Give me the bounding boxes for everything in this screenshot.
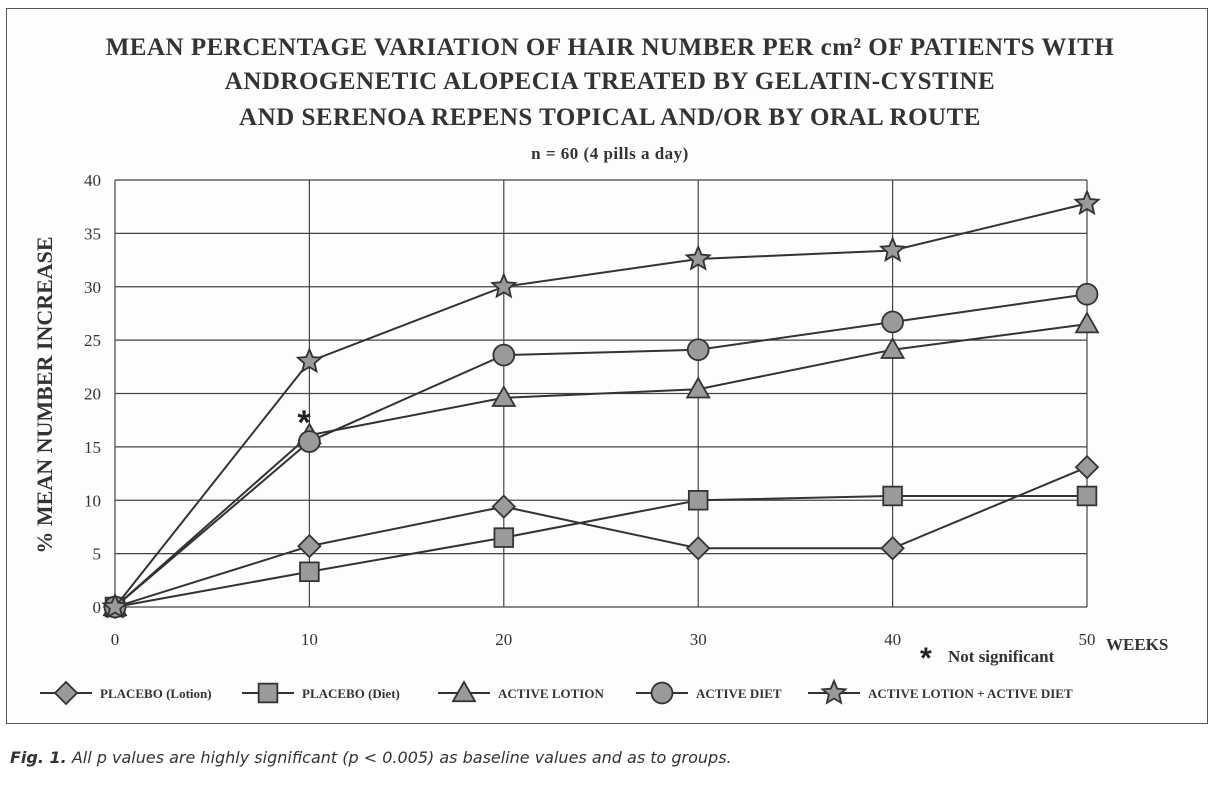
legend-marker (451, 680, 477, 703)
series-line (114, 293, 1088, 608)
data-point (880, 336, 906, 359)
legend-item: ACTIVE LOTION (438, 680, 604, 703)
legend-marker (820, 678, 848, 705)
tick-labels: 0 5 10 15 20 25 30 35 40 0 10 20 30 40 50 (84, 171, 1096, 649)
series-active-lotion-active-diet (101, 189, 1101, 619)
y-tick-label: 30 (84, 278, 101, 297)
legend-item: ACTIVE DIET (636, 681, 782, 705)
data-point (1075, 282, 1099, 306)
legend-marker (53, 680, 79, 706)
not-significant-marker: * (920, 642, 932, 675)
y-tick-label: 0 (93, 598, 102, 617)
data-point (1073, 189, 1101, 216)
series-active-lotion (102, 311, 1100, 617)
x-axis-label: WEEKS (1106, 635, 1168, 654)
legend-item: PLACEBO (Lotion) (40, 680, 212, 706)
legend-item: PLACEBO (Diet) (242, 682, 400, 704)
y-tick-label: 15 (84, 438, 101, 457)
data-point (1074, 311, 1100, 334)
legend-label: ACTIVE LOTION + ACTIVE DIET (868, 686, 1073, 701)
data-point (687, 489, 709, 511)
legend-label: PLACEBO (Diet) (302, 686, 400, 701)
legend-marker (257, 682, 279, 704)
data-point (878, 236, 907, 263)
data-point (881, 310, 904, 334)
data-point (492, 343, 516, 367)
data-point (295, 347, 324, 374)
chart-title-line-2: ANDROGENETIC ALOPECIA TREATED BY GELATIN… (224, 68, 996, 95)
x-tick-label: 30 (690, 630, 707, 649)
x-tick-label: 0 (111, 630, 120, 649)
data-point (493, 527, 515, 548)
x-tick-label: 20 (495, 630, 512, 649)
y-tick-label: 20 (84, 385, 101, 404)
chart-frame (6, 8, 1208, 724)
chart-title-line-1: MEAN PERCENTAGE VARIATION OF HAIR NUMBER… (105, 34, 1115, 61)
data-point (299, 561, 320, 583)
x-tick-label: 40 (884, 630, 901, 649)
y-tick-label: 40 (84, 171, 101, 190)
series-line (114, 323, 1088, 608)
series-line (114, 494, 1087, 608)
series-line (114, 202, 1088, 608)
data-point (298, 430, 321, 453)
data-point (490, 272, 518, 299)
grid (114, 179, 1088, 608)
chart-subtitle: n = 60 (4 pills a day) (531, 144, 689, 163)
data-point (491, 494, 517, 519)
legend-label: PLACEBO (Lotion) (100, 686, 212, 701)
series-active-diet (103, 282, 1099, 619)
legend: PLACEBO (Lotion) PLACEBO (Diet) ACTIVE LOT… (40, 678, 1073, 706)
data-point (101, 592, 129, 619)
caption-text: All p values are highly significant (p <… (66, 748, 732, 767)
x-tick-label: 10 (301, 630, 318, 649)
series-group: * (101, 189, 1101, 620)
figure-caption: Fig. 1. All p values are highly signific… (10, 748, 732, 767)
series-line (114, 466, 1088, 608)
chart-title-line-3: AND SERENOA REPENS TOPICAL AND/OR BY ORA… (239, 104, 981, 131)
data-point (685, 376, 711, 399)
legend-item: ACTIVE LOTION + ACTIVE DIET (808, 678, 1073, 705)
data-point (686, 338, 710, 362)
data-point (882, 485, 903, 507)
data-point (1074, 454, 1100, 480)
y-tick-label: 10 (84, 491, 101, 510)
series-placebo-lotion (102, 454, 1100, 620)
y-tick-label: 35 (84, 224, 101, 243)
data-point (685, 536, 711, 561)
not-significant-label: Not significant (948, 647, 1055, 666)
legend-marker (650, 681, 674, 705)
y-tick-label: 25 (84, 331, 101, 350)
y-tick-label: 5 (93, 545, 102, 564)
data-point (491, 384, 517, 407)
y-axis-label: % MEAN NUMBER INCREASE (32, 236, 57, 553)
legend-label: ACTIVE DIET (696, 686, 782, 701)
x-tick-label: 50 (1079, 630, 1096, 649)
data-point (297, 533, 322, 559)
data-point (1076, 485, 1098, 507)
significance-annotation: * (297, 404, 311, 442)
legend-label: ACTIVE LOTION (498, 686, 604, 701)
caption-label: Fig. 1. (10, 748, 67, 767)
data-point (684, 244, 712, 271)
series-placebo-diet (104, 485, 1098, 618)
data-point (880, 536, 905, 561)
